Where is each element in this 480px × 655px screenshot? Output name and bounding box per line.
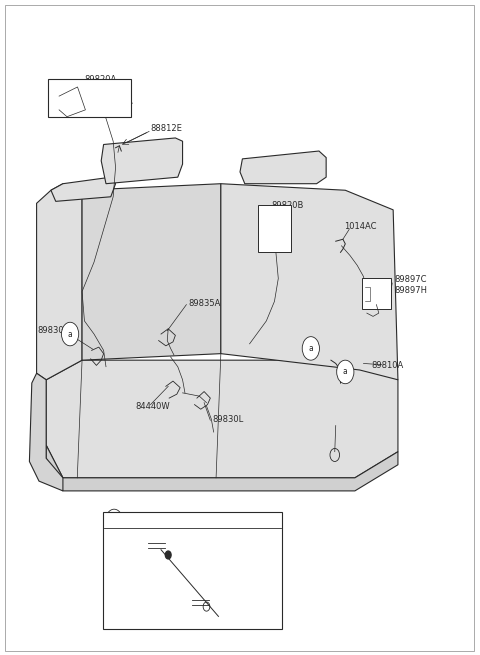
- Polygon shape: [101, 138, 182, 183]
- Text: 89830L: 89830L: [212, 415, 243, 424]
- Bar: [362, 278, 391, 309]
- Circle shape: [106, 509, 123, 533]
- Text: 89830R: 89830R: [37, 326, 70, 335]
- Polygon shape: [29, 373, 63, 491]
- Circle shape: [61, 322, 79, 346]
- Circle shape: [336, 360, 354, 384]
- Text: a: a: [68, 329, 72, 339]
- FancyBboxPatch shape: [103, 512, 282, 629]
- Polygon shape: [46, 445, 398, 491]
- Text: 89820A: 89820A: [84, 75, 117, 84]
- Polygon shape: [51, 177, 116, 201]
- Text: 89898A: 89898A: [50, 103, 83, 113]
- Text: 84440W: 84440W: [136, 402, 170, 411]
- Polygon shape: [46, 360, 398, 478]
- Text: 88877: 88877: [178, 611, 203, 620]
- Polygon shape: [240, 151, 326, 183]
- Bar: [48, 79, 132, 117]
- Circle shape: [165, 551, 171, 559]
- Text: 1014AC: 1014AC: [344, 222, 377, 231]
- Text: a: a: [112, 517, 117, 525]
- Text: a: a: [309, 344, 313, 353]
- Bar: [258, 204, 291, 252]
- Text: 88812E: 88812E: [151, 124, 182, 133]
- Text: 89835A: 89835A: [188, 299, 221, 308]
- Text: a: a: [343, 367, 348, 377]
- Text: 89810A: 89810A: [372, 361, 404, 370]
- Text: 89897H: 89897H: [394, 286, 427, 295]
- Polygon shape: [221, 183, 398, 380]
- Polygon shape: [82, 183, 221, 360]
- Text: 88878: 88878: [135, 546, 160, 554]
- Text: 89898H: 89898H: [50, 92, 83, 101]
- Text: 89820B: 89820B: [271, 201, 303, 210]
- Circle shape: [302, 337, 320, 360]
- Polygon shape: [36, 183, 82, 380]
- Text: 89897C: 89897C: [394, 274, 427, 284]
